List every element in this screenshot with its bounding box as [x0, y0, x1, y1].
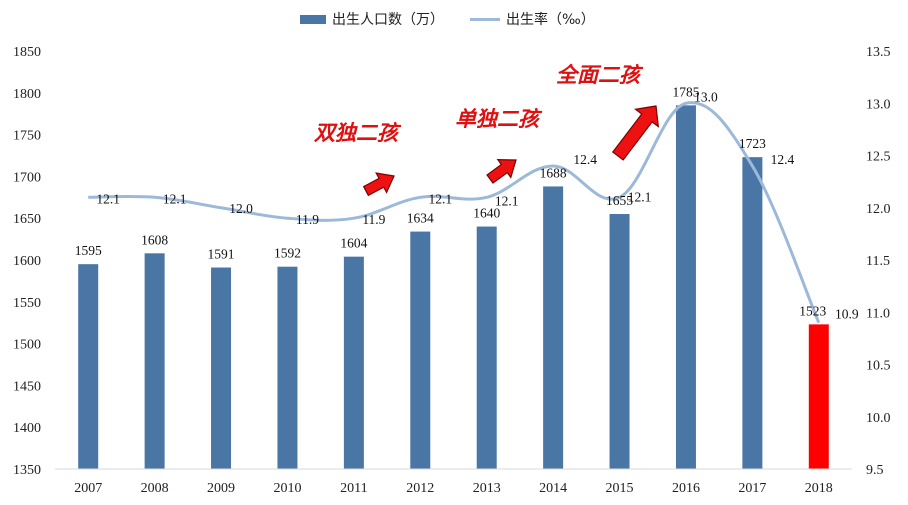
left-tick-label: 1400 [13, 421, 41, 436]
annotation-label: 单独二孩 [455, 106, 543, 131]
bar-data-labels: 1595 1608 1591 1592 1604 1634 1640 1688 1655 1785… [75, 84, 827, 318]
left-tick-label: 1750 [13, 129, 41, 144]
bar [211, 267, 232, 469]
bar [410, 231, 431, 469]
bar [675, 105, 696, 469]
right-tick-label: 11.0 [866, 306, 890, 321]
bar-value-label: 1591 [208, 247, 235, 262]
rate-line-series [88, 101, 821, 324]
arrow-icon [611, 105, 660, 161]
right-y-axis: 9.5 10.0 10.5 11.0 11.5 12.0 12.5 13.0 13.5 [866, 45, 891, 478]
rate-value-label: 12.4 [771, 152, 795, 167]
annotation-label: 双独二孩 [313, 120, 402, 145]
x-tick-label: 2012 [406, 481, 434, 496]
right-tick-label: 13.0 [866, 97, 891, 112]
legend-births-label: 出生人口数（万） [332, 12, 444, 28]
legend: 出生人口数（万） 出生率（‰） [300, 8, 621, 30]
bar [343, 256, 364, 469]
rate-value-label: 12.4 [573, 152, 597, 167]
arrow-icon [362, 172, 395, 197]
x-tick-label: 2018 [805, 481, 833, 496]
bar [476, 226, 497, 469]
left-tick-label: 1700 [13, 170, 41, 185]
rate-value-label: 10.9 [835, 307, 859, 322]
left-tick-label: 1550 [13, 296, 41, 311]
x-tick-label: 2009 [207, 481, 235, 496]
right-tick-label: 12.5 [866, 150, 891, 165]
left-y-axis: 1350 1400 1450 1500 1550 1600 1650 1700 1750 1800… [13, 45, 41, 478]
rate-value-label: 12.1 [163, 191, 187, 206]
right-tick-label: 10.0 [866, 411, 891, 426]
bar-value-label: 1640 [473, 206, 500, 221]
bar-value-label: 1785 [672, 84, 699, 99]
left-tick-label: 1600 [13, 254, 41, 269]
rate-value-label: 12.0 [229, 201, 253, 216]
rate-value-label: 12.1 [628, 189, 652, 204]
rate-value-label: 13.0 [694, 89, 718, 104]
rate-data-labels: 12.1 12.1 12.0 11.9 11.9 12.1 12.1 12.4 12.1 13.0… [96, 89, 858, 321]
arrow-icon [486, 159, 517, 184]
bar-value-label: 1592 [274, 246, 301, 261]
bar-value-label: 1523 [799, 303, 826, 318]
right-tick-label: 9.5 [866, 463, 884, 478]
x-tick-label: 2016 [672, 481, 700, 496]
legend-item-births: 出生人口数（万） [300, 9, 444, 29]
legend-bar-swatch [300, 14, 326, 24]
x-axis: 2007 2008 2009 2010 2011 2012 2013 2014 2015 2016… [55, 468, 852, 496]
x-tick-label: 2017 [738, 481, 766, 496]
x-tick-label: 2008 [141, 481, 169, 496]
left-tick-label: 1850 [13, 45, 41, 60]
rate-value-label: 11.9 [296, 212, 319, 227]
x-tick-label: 2010 [273, 481, 301, 496]
bar [543, 186, 564, 469]
left-tick-label: 1500 [13, 338, 41, 353]
bar-value-label: 1723 [739, 136, 766, 151]
rate-value-label: 12.1 [495, 193, 519, 208]
annotation-label: 全面二孩 [556, 62, 644, 87]
bar-value-label: 1655 [606, 193, 633, 208]
rate-value-label: 12.1 [428, 191, 452, 206]
bar [808, 324, 829, 469]
bar-value-label: 1595 [75, 243, 102, 258]
bar [742, 157, 763, 469]
x-tick-label: 2014 [539, 481, 567, 496]
bar-value-label: 1604 [340, 236, 367, 251]
right-tick-label: 10.5 [866, 359, 891, 374]
legend-item-rate: 出生率（‰） [470, 9, 595, 29]
bar-value-label: 1608 [141, 232, 168, 247]
bar-value-label: 1688 [540, 165, 567, 180]
bar [144, 253, 165, 469]
bar [78, 264, 99, 469]
left-tick-label: 1350 [13, 463, 41, 478]
bar [609, 214, 630, 469]
left-tick-label: 1650 [13, 212, 41, 227]
legend-line-swatch [470, 17, 500, 21]
legend-rate-label: 出生率（‰） [506, 12, 595, 28]
left-tick-label: 1800 [13, 87, 41, 102]
bar-value-label: 1634 [407, 211, 434, 226]
x-tick-label: 2007 [74, 481, 102, 496]
x-tick-label: 2013 [473, 481, 501, 496]
bar [277, 266, 298, 469]
rate-value-label: 12.1 [96, 191, 120, 206]
rate-line [88, 101, 821, 324]
left-tick-label: 1450 [13, 379, 41, 394]
x-tick-label: 2015 [606, 481, 634, 496]
right-tick-label: 13.5 [866, 45, 891, 60]
rate-value-label: 11.9 [362, 212, 385, 227]
bar-series [78, 105, 829, 469]
right-tick-label: 11.5 [866, 254, 890, 269]
x-tick-label: 2011 [340, 481, 367, 496]
right-tick-label: 12.0 [866, 202, 891, 217]
